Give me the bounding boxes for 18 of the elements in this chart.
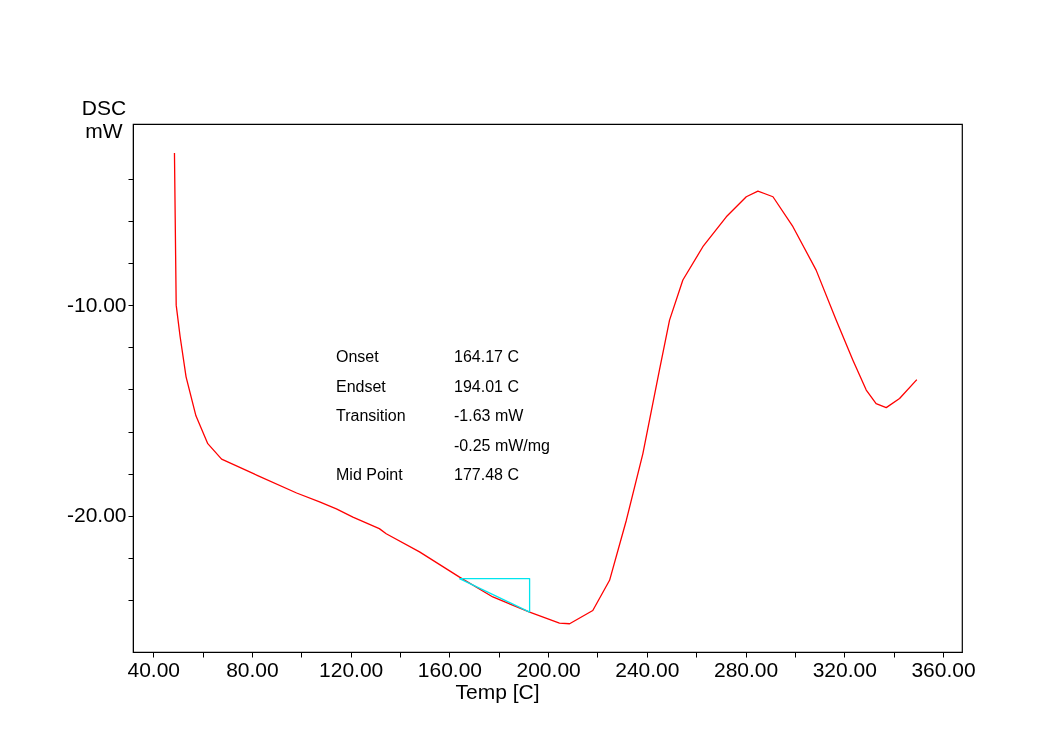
x-tick-label: 200.00 xyxy=(516,657,581,681)
text: Transition -1.63 mW xyxy=(336,407,524,424)
y-axis-title: DSC mW xyxy=(81,96,127,142)
text: Onset 164.17 C xyxy=(336,348,519,365)
y-tick-label: -10.00 xyxy=(66,292,127,316)
x-axis-title: Temp [C] xyxy=(455,680,540,703)
text: Mid Point 177.48 C xyxy=(336,466,519,483)
y-tick-label: -20.00 xyxy=(66,503,127,527)
x-tick-label: 80.00 xyxy=(226,657,279,681)
x-tick-label: 120.00 xyxy=(319,657,384,681)
x-tick-label: 160.00 xyxy=(417,657,483,681)
x-tick-label: 40.00 xyxy=(127,657,181,681)
x-tick-label: 320.00 xyxy=(812,657,877,681)
text: Endset 194.01 C xyxy=(336,377,519,395)
x-tick-label: 360.00 xyxy=(911,657,976,681)
x-tick-label: 240.00 xyxy=(615,657,680,681)
annotation: -0.25 mW/mg xyxy=(454,436,551,454)
x-tick-label: 280.00 xyxy=(713,657,779,681)
